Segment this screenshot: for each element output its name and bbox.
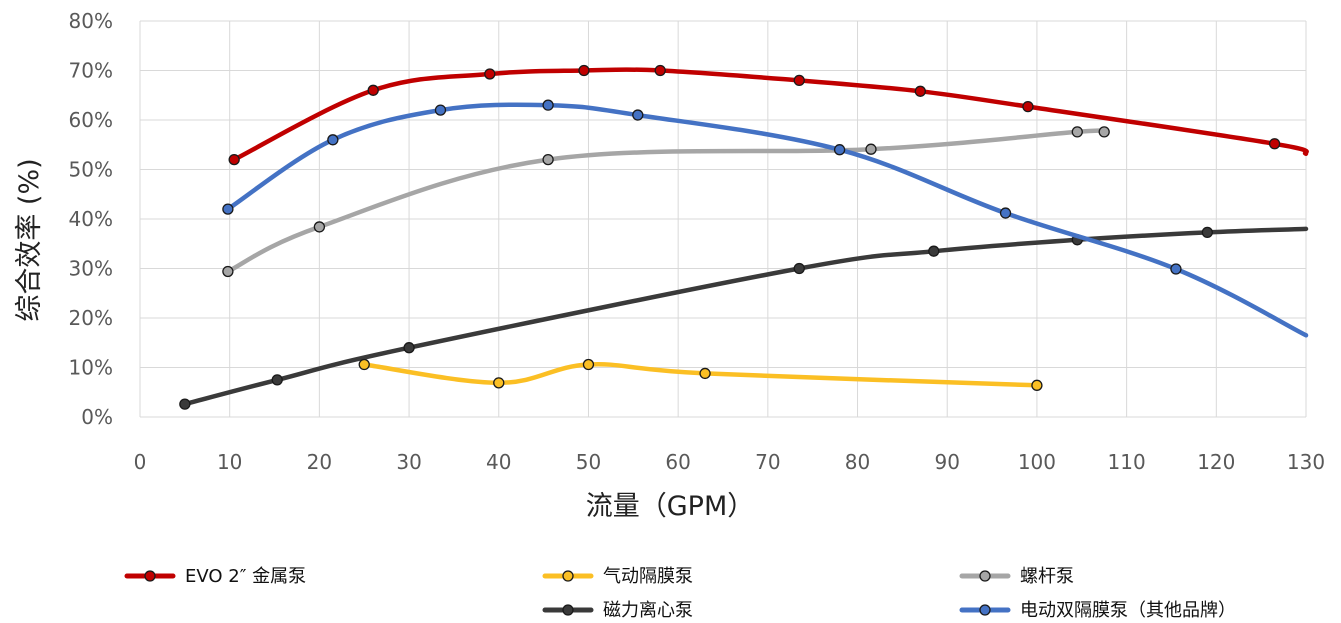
x-tick-label: 90 xyxy=(935,450,960,474)
data-point xyxy=(914,85,926,97)
series-line xyxy=(182,226,1309,407)
legend-item-1: 气动隔膜泵 xyxy=(542,566,693,587)
data-point xyxy=(578,64,590,77)
legend-swatch-marker xyxy=(562,604,574,616)
data-point xyxy=(1071,126,1083,138)
series-1 xyxy=(358,358,1043,391)
data-point xyxy=(367,84,379,96)
x-tick-label: 60 xyxy=(665,450,690,474)
data-point xyxy=(484,68,496,80)
x-tick-label: 10 xyxy=(217,450,242,474)
data-point xyxy=(793,262,805,275)
series-0 xyxy=(228,64,1309,166)
x-axis-title: 流量（GPM） xyxy=(586,491,755,522)
data-point xyxy=(833,144,846,156)
data-point xyxy=(1170,263,1182,275)
legend-label: 螺杆泵 xyxy=(1020,566,1074,587)
x-axis-ticks: 0 10 20 30 40 50 60 70 80 90 100 110 120 130 xyxy=(134,450,1325,474)
y-tick-label: 10% xyxy=(69,356,113,380)
data-point xyxy=(542,153,554,166)
data-point xyxy=(1201,226,1213,239)
data-point xyxy=(222,265,234,278)
data-point xyxy=(358,358,370,371)
legend-label: EVO 2″ 金属泵 xyxy=(185,566,306,587)
legend-label: 磁力离心泵 xyxy=(603,600,693,621)
y-tick-label: 70% xyxy=(69,59,113,83)
series-4 xyxy=(222,99,1309,338)
data-point xyxy=(228,153,240,166)
x-tick-label: 100 xyxy=(1018,450,1056,474)
legend-item-3: 磁力离心泵 xyxy=(542,600,693,621)
data-point xyxy=(865,143,877,155)
y-tick-label: 50% xyxy=(69,158,113,182)
y-tick-label: 0% xyxy=(81,405,113,429)
legend-label: 电动双隔膜泵（其他品牌） xyxy=(1020,600,1236,621)
legend-swatch-marker xyxy=(562,570,574,582)
x-tick-label: 50 xyxy=(576,450,601,474)
data-point xyxy=(632,109,644,121)
y-tick-label: 40% xyxy=(69,207,113,231)
data-point xyxy=(493,377,505,389)
x-tick-label: 0 xyxy=(134,450,147,474)
series-line xyxy=(231,67,1309,162)
data-point xyxy=(434,104,447,116)
data-point xyxy=(582,358,595,371)
legend-item-2: 螺杆泵 xyxy=(959,566,1074,587)
legend-swatch-marker xyxy=(144,570,156,582)
data-point xyxy=(403,342,415,354)
x-tick-label: 130 xyxy=(1287,450,1325,474)
series-line xyxy=(361,362,1040,388)
x-tick-label: 40 xyxy=(486,450,511,474)
legend-swatch-marker xyxy=(979,604,991,616)
series-group xyxy=(179,64,1309,410)
x-tick-label: 30 xyxy=(396,450,421,474)
data-point xyxy=(654,64,666,77)
y-axis-ticks: 0% 10% 20% 30% 40% 50% 60% 70% 80% xyxy=(69,9,113,429)
legend-label: 气动隔膜泵 xyxy=(603,566,693,587)
x-tick-label: 80 xyxy=(845,450,870,474)
data-point xyxy=(1268,138,1281,150)
data-point xyxy=(1098,126,1110,138)
series-2 xyxy=(222,126,1110,278)
y-tick-label: 60% xyxy=(69,108,113,132)
data-point xyxy=(699,367,711,380)
data-point xyxy=(928,245,940,257)
data-point xyxy=(327,134,339,146)
data-point xyxy=(542,99,554,111)
data-point xyxy=(1022,100,1034,113)
x-tick-label: 110 xyxy=(1108,450,1146,474)
data-point xyxy=(313,221,326,233)
x-tick-label: 20 xyxy=(307,450,332,474)
data-point xyxy=(222,203,234,215)
y-tick-label: 20% xyxy=(69,306,113,330)
data-point xyxy=(999,207,1012,219)
grid xyxy=(139,20,1307,418)
data-point xyxy=(179,398,191,410)
series-3 xyxy=(179,226,1309,410)
legend-item-4: 电动双隔膜泵（其他品牌） xyxy=(959,600,1236,621)
x-tick-label: 70 xyxy=(755,450,780,474)
y-tick-label: 80% xyxy=(69,9,113,33)
y-axis-title: 综合效率 (%) xyxy=(14,158,45,321)
data-point xyxy=(1031,379,1043,391)
data-point xyxy=(793,74,805,87)
legend-swatch-marker xyxy=(979,570,991,582)
x-tick-label: 120 xyxy=(1197,450,1235,474)
series-line xyxy=(225,102,1309,338)
legend-item-0: EVO 2″ 金属泵 xyxy=(124,566,306,587)
data-point xyxy=(271,374,283,386)
y-tick-label: 30% xyxy=(69,257,113,281)
